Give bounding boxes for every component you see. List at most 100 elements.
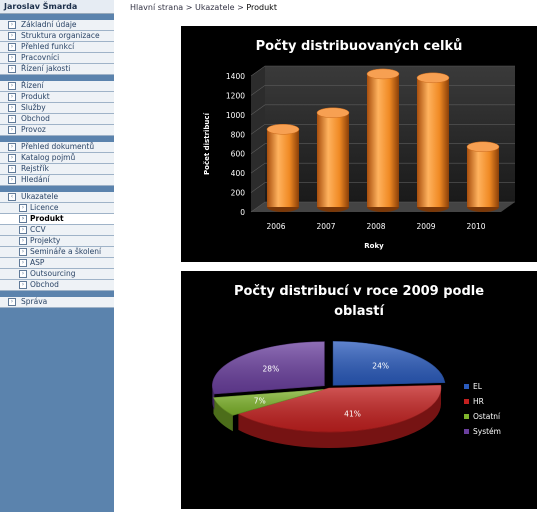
separator xyxy=(0,136,114,142)
breadcrumb-separator: > xyxy=(237,3,244,12)
sidebar-item-struktura-organizace[interactable]: › Struktura organizace xyxy=(0,31,114,42)
sidebar-item-katalog-pojmu[interactable]: › Katalog pojmů xyxy=(0,153,114,164)
bar xyxy=(416,72,450,212)
sidebar-subitem-obchod[interactable]: › Obchod xyxy=(0,280,114,291)
expand-icon: › xyxy=(8,165,16,173)
breadcrumb-home-link[interactable]: Hlavní strana xyxy=(130,3,184,12)
user-name: Jaroslav Šmarda xyxy=(0,0,114,14)
sidebar-subitem-projekty[interactable]: › Projekty xyxy=(0,236,114,247)
sidebar-item-label: Základní údaje xyxy=(21,20,77,29)
bar xyxy=(316,107,350,212)
page-icon: › xyxy=(19,237,27,245)
sidebar-item-label: Produkt xyxy=(30,214,64,223)
legend-label: HR xyxy=(473,397,484,406)
sidebar-item-rizeni-jakosti[interactable]: › Řízení jakosti xyxy=(0,64,114,75)
expand-icon: › xyxy=(8,126,16,134)
breadcrumb-separator: > xyxy=(185,3,193,12)
legend-swatch xyxy=(464,399,469,404)
page-icon: › xyxy=(19,215,27,223)
page-icon: › xyxy=(19,226,27,234)
expand-icon: › xyxy=(8,115,16,123)
expand-icon: › xyxy=(8,154,16,162)
sidebar-item-hledani[interactable]: › Hledání xyxy=(0,175,114,186)
legend-label: Ostatní xyxy=(473,412,501,421)
sidebar-item-label: Řízení xyxy=(21,81,44,90)
bar-chart: Počty distribuovaných celků 0 200 400 600 80… xyxy=(181,26,537,262)
pie-data-label: 41% xyxy=(344,410,361,419)
x-tick-label: 2010 xyxy=(466,222,485,231)
sidebar-subitem-ccv[interactable]: › CCV xyxy=(0,225,114,236)
sidebar-subitem-outsourcing[interactable]: › Outsourcing xyxy=(0,269,114,280)
page-icon: › xyxy=(19,204,27,212)
sidebar-item-label: Správa xyxy=(21,297,48,306)
separator xyxy=(0,75,114,81)
pie-slice-side xyxy=(238,388,441,448)
sidebar-subitem-licence[interactable]: › Licence xyxy=(0,203,114,214)
sidebar-item-label: Přehled funkcí xyxy=(21,42,75,51)
sidebar-item-zakladni-udaje[interactable]: › Základní údaje xyxy=(0,20,114,31)
sidebar-item-label: Přehled dokumentů xyxy=(21,142,95,151)
legend-swatch xyxy=(464,414,469,419)
expand-icon: › xyxy=(8,104,16,112)
pie-chart-svg: Počty distribucí v roce 2009 podle oblas… xyxy=(212,284,501,448)
sidebar-item-label: Řízení jakosti xyxy=(21,64,71,73)
gridline xyxy=(250,65,515,77)
sidebar-item-sprava[interactable]: › Správa xyxy=(0,297,114,308)
x-tick-label: 2008 xyxy=(366,222,385,231)
sidebar-item-label: ASP xyxy=(30,258,45,267)
sidebar-item-produkt[interactable]: › Produkt xyxy=(0,92,114,103)
y-tick-label: 800 xyxy=(231,130,246,139)
expand-icon: › xyxy=(8,82,16,90)
sidebar-item-label: Produkt xyxy=(21,92,50,101)
pie-data-label: 24% xyxy=(372,361,389,370)
y-tick-label: 400 xyxy=(231,169,246,178)
page-icon: › xyxy=(19,259,27,267)
sidebar: Jaroslav Šmarda › Základní údaje › Struktu… xyxy=(0,0,114,512)
bar xyxy=(266,124,300,212)
y-tick-label: 200 xyxy=(231,189,246,198)
x-tick-label: 2009 xyxy=(416,222,435,231)
sidebar-subitem-produkt[interactable]: › Produkt xyxy=(0,214,114,225)
page-icon: › xyxy=(19,248,27,256)
sidebar-item-pracovnici[interactable]: › Pracovníci xyxy=(0,53,114,64)
expand-icon: › xyxy=(8,65,16,73)
sidebar-item-label: Struktura organizace xyxy=(21,31,100,40)
sidebar-item-label: Provoz xyxy=(21,125,46,134)
breadcrumb-current: Produkt xyxy=(246,3,277,12)
expand-icon: › xyxy=(8,32,16,40)
bar xyxy=(466,141,500,212)
pie-chart-title-line2: oblastí xyxy=(334,304,385,319)
y-tick-label: 0 xyxy=(240,208,245,217)
separator xyxy=(0,186,114,192)
legend-label: EL xyxy=(473,382,483,391)
expand-icon: › xyxy=(8,21,16,29)
legend-item: Ostatní xyxy=(464,412,501,421)
sidebar-item-label: Projekty xyxy=(30,236,61,245)
sidebar-item-label: Obchod xyxy=(30,280,59,289)
bar xyxy=(366,68,400,212)
expand-icon: › xyxy=(8,143,16,151)
sidebar-item-sluzby[interactable]: › Služby xyxy=(0,103,114,114)
sidebar-subitem-asp[interactable]: › ASP xyxy=(0,258,114,269)
sidebar-item-label: CCV xyxy=(30,225,46,234)
y-tick-label: 1400 xyxy=(226,72,245,81)
sidebar-item-label: Obchod xyxy=(21,114,50,123)
collapse-icon: ‹ xyxy=(8,193,16,201)
legend-label: Systém xyxy=(473,427,501,436)
sidebar-item-obchod[interactable]: › Obchod xyxy=(0,114,114,125)
sidebar-item-label: Katalog pojmů xyxy=(21,153,76,162)
sidebar-item-rizeni[interactable]: › Řízení xyxy=(0,81,114,92)
sidebar-item-provoz[interactable]: › Provoz xyxy=(0,125,114,136)
sidebar-item-prehled-dokumentu[interactable]: › Přehled dokumentů xyxy=(0,142,114,153)
sidebar-item-label: Outsourcing xyxy=(30,269,76,278)
sidebar-item-label: Licence xyxy=(30,203,59,212)
sidebar-subitem-seminare[interactable]: › Semináře a školení xyxy=(0,247,114,258)
pie-data-label: 7% xyxy=(254,396,266,405)
page-icon: › xyxy=(19,281,27,289)
sidebar-item-prehled-funkci[interactable]: › Přehled funkcí xyxy=(0,42,114,53)
page-icon: › xyxy=(19,270,27,278)
sidebar-item-rejstrik[interactable]: › Rejstřík xyxy=(0,164,114,175)
breadcrumb-section-link[interactable]: Ukazatele xyxy=(194,3,235,12)
pie-chart-title-line1: Počty distribucí v roce 2009 podle xyxy=(234,284,484,299)
sidebar-item-ukazatele[interactable]: ‹ Ukazatele xyxy=(0,192,114,203)
